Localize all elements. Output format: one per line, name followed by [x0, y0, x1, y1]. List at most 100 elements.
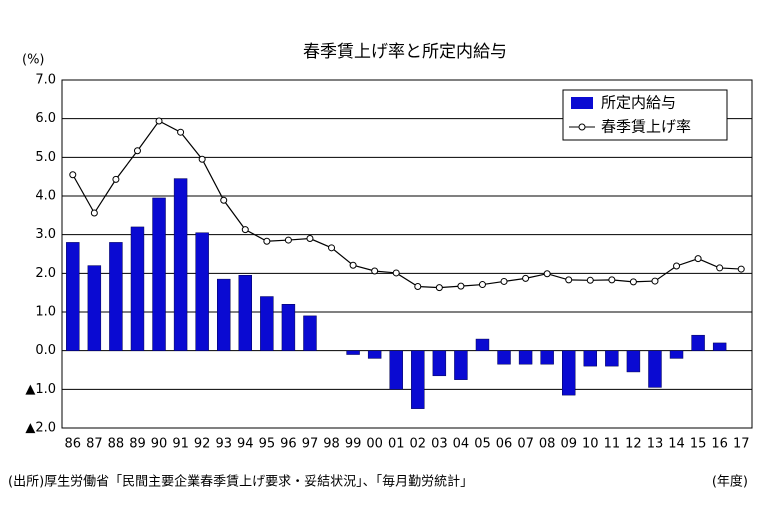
bar: [260, 296, 274, 351]
x-axis-unit: (年度): [712, 474, 748, 490]
bar: [303, 315, 317, 351]
bar: [691, 334, 705, 351]
line-marker: [133, 147, 141, 155]
bar: [130, 226, 145, 351]
y-tick-label: 2.0: [35, 266, 56, 281]
x-tick-label: 88: [108, 437, 125, 452]
bar: [648, 350, 662, 388]
line-marker: [435, 284, 443, 292]
x-tick-label: 14: [668, 437, 685, 452]
bar: [217, 278, 231, 351]
source-note: (出所)厚生労働省「民間主要企業春季賃上げ要求・妥結状況」、「毎月勤労統計」: [8, 474, 473, 490]
bar: [432, 350, 447, 377]
line-marker: [155, 117, 163, 125]
bar: [411, 350, 425, 409]
line-marker: [565, 276, 573, 284]
bar: [281, 304, 296, 351]
x-tick-label: 87: [86, 437, 103, 452]
bar: [346, 350, 360, 355]
x-tick-label: 99: [345, 437, 362, 452]
x-tick-label: 13: [647, 437, 664, 452]
bar: [173, 178, 188, 351]
line-marker: [198, 155, 206, 163]
line-marker: [543, 270, 551, 278]
y-tick-label: 1.0: [35, 305, 56, 320]
legend-marker: [578, 123, 586, 131]
y-tick-label: 6.0: [35, 111, 56, 126]
bar: [562, 350, 576, 396]
line-marker: [414, 282, 422, 290]
x-tick-label: 10: [582, 437, 599, 452]
bar: [367, 350, 382, 359]
y-axis-unit: (%): [22, 53, 45, 68]
line-marker: [457, 282, 465, 290]
line-marker: [673, 262, 681, 270]
y-tick-label: ▲2.0: [25, 421, 56, 436]
x-tick-label: 17: [733, 437, 750, 452]
bar: [540, 350, 554, 365]
y-tick-label: ▲1.0: [25, 382, 56, 397]
bar: [87, 265, 102, 351]
line-marker: [651, 277, 659, 285]
x-tick-label: 05: [474, 437, 491, 452]
x-tick-label: 90: [151, 437, 168, 452]
line-marker: [478, 281, 486, 289]
x-tick-label: 03: [431, 437, 448, 452]
x-tick-label: 92: [194, 437, 211, 452]
line-marker: [392, 269, 400, 277]
x-tick-label: 15: [690, 437, 707, 452]
line-marker: [608, 276, 616, 284]
x-tick-label: 02: [410, 437, 427, 452]
x-tick-label: 06: [496, 437, 513, 452]
x-tick-label: 94: [237, 437, 254, 452]
line-marker: [177, 128, 185, 136]
legend-label: 所定内給与: [601, 94, 676, 112]
line-marker: [371, 267, 379, 275]
bar: [109, 242, 123, 351]
y-tick-label: 5.0: [35, 150, 56, 165]
x-tick-label: 97: [302, 437, 319, 452]
line-marker: [90, 209, 98, 217]
line-marker: [500, 277, 508, 285]
x-tick-label: 09: [560, 437, 577, 452]
y-tick-label: 0.0: [35, 343, 56, 358]
bar: [238, 275, 252, 351]
line-marker: [263, 237, 271, 245]
bar: [389, 350, 403, 390]
x-tick-label: 11: [604, 437, 621, 452]
line-marker: [586, 276, 594, 284]
line-marker: [112, 175, 120, 183]
bar: [669, 350, 684, 359]
chart-title: 春季賃上げ率と所定内給与: [303, 42, 507, 62]
line-marker: [716, 264, 724, 272]
bar: [195, 232, 209, 351]
x-tick-label: 12: [625, 437, 642, 452]
line: [72, 120, 742, 289]
x-tick-label: 07: [517, 437, 534, 452]
line-marker: [694, 255, 702, 263]
bar: [605, 350, 619, 367]
x-tick-label: 96: [280, 437, 297, 452]
line-marker: [284, 236, 292, 244]
bar: [497, 350, 511, 365]
x-tick-label: 08: [539, 437, 556, 452]
line-marker: [306, 235, 314, 243]
y-tick-label: 4.0: [35, 189, 56, 204]
line-marker: [220, 196, 228, 204]
line-marker: [241, 226, 249, 234]
bar: [712, 342, 727, 351]
line-marker: [328, 244, 336, 252]
y-tick-label: 7.0: [35, 73, 56, 88]
line-marker: [349, 261, 357, 269]
line-marker: [629, 278, 637, 286]
bar: [583, 350, 597, 367]
line-marker: [69, 171, 77, 179]
x-tick-label: 98: [323, 437, 340, 452]
bar: [518, 350, 533, 365]
bar: [475, 338, 490, 351]
bar: [66, 242, 80, 351]
y-tick-label: 3.0: [35, 227, 56, 242]
x-tick-label: 93: [215, 437, 232, 452]
x-tick-label: 04: [453, 437, 470, 452]
